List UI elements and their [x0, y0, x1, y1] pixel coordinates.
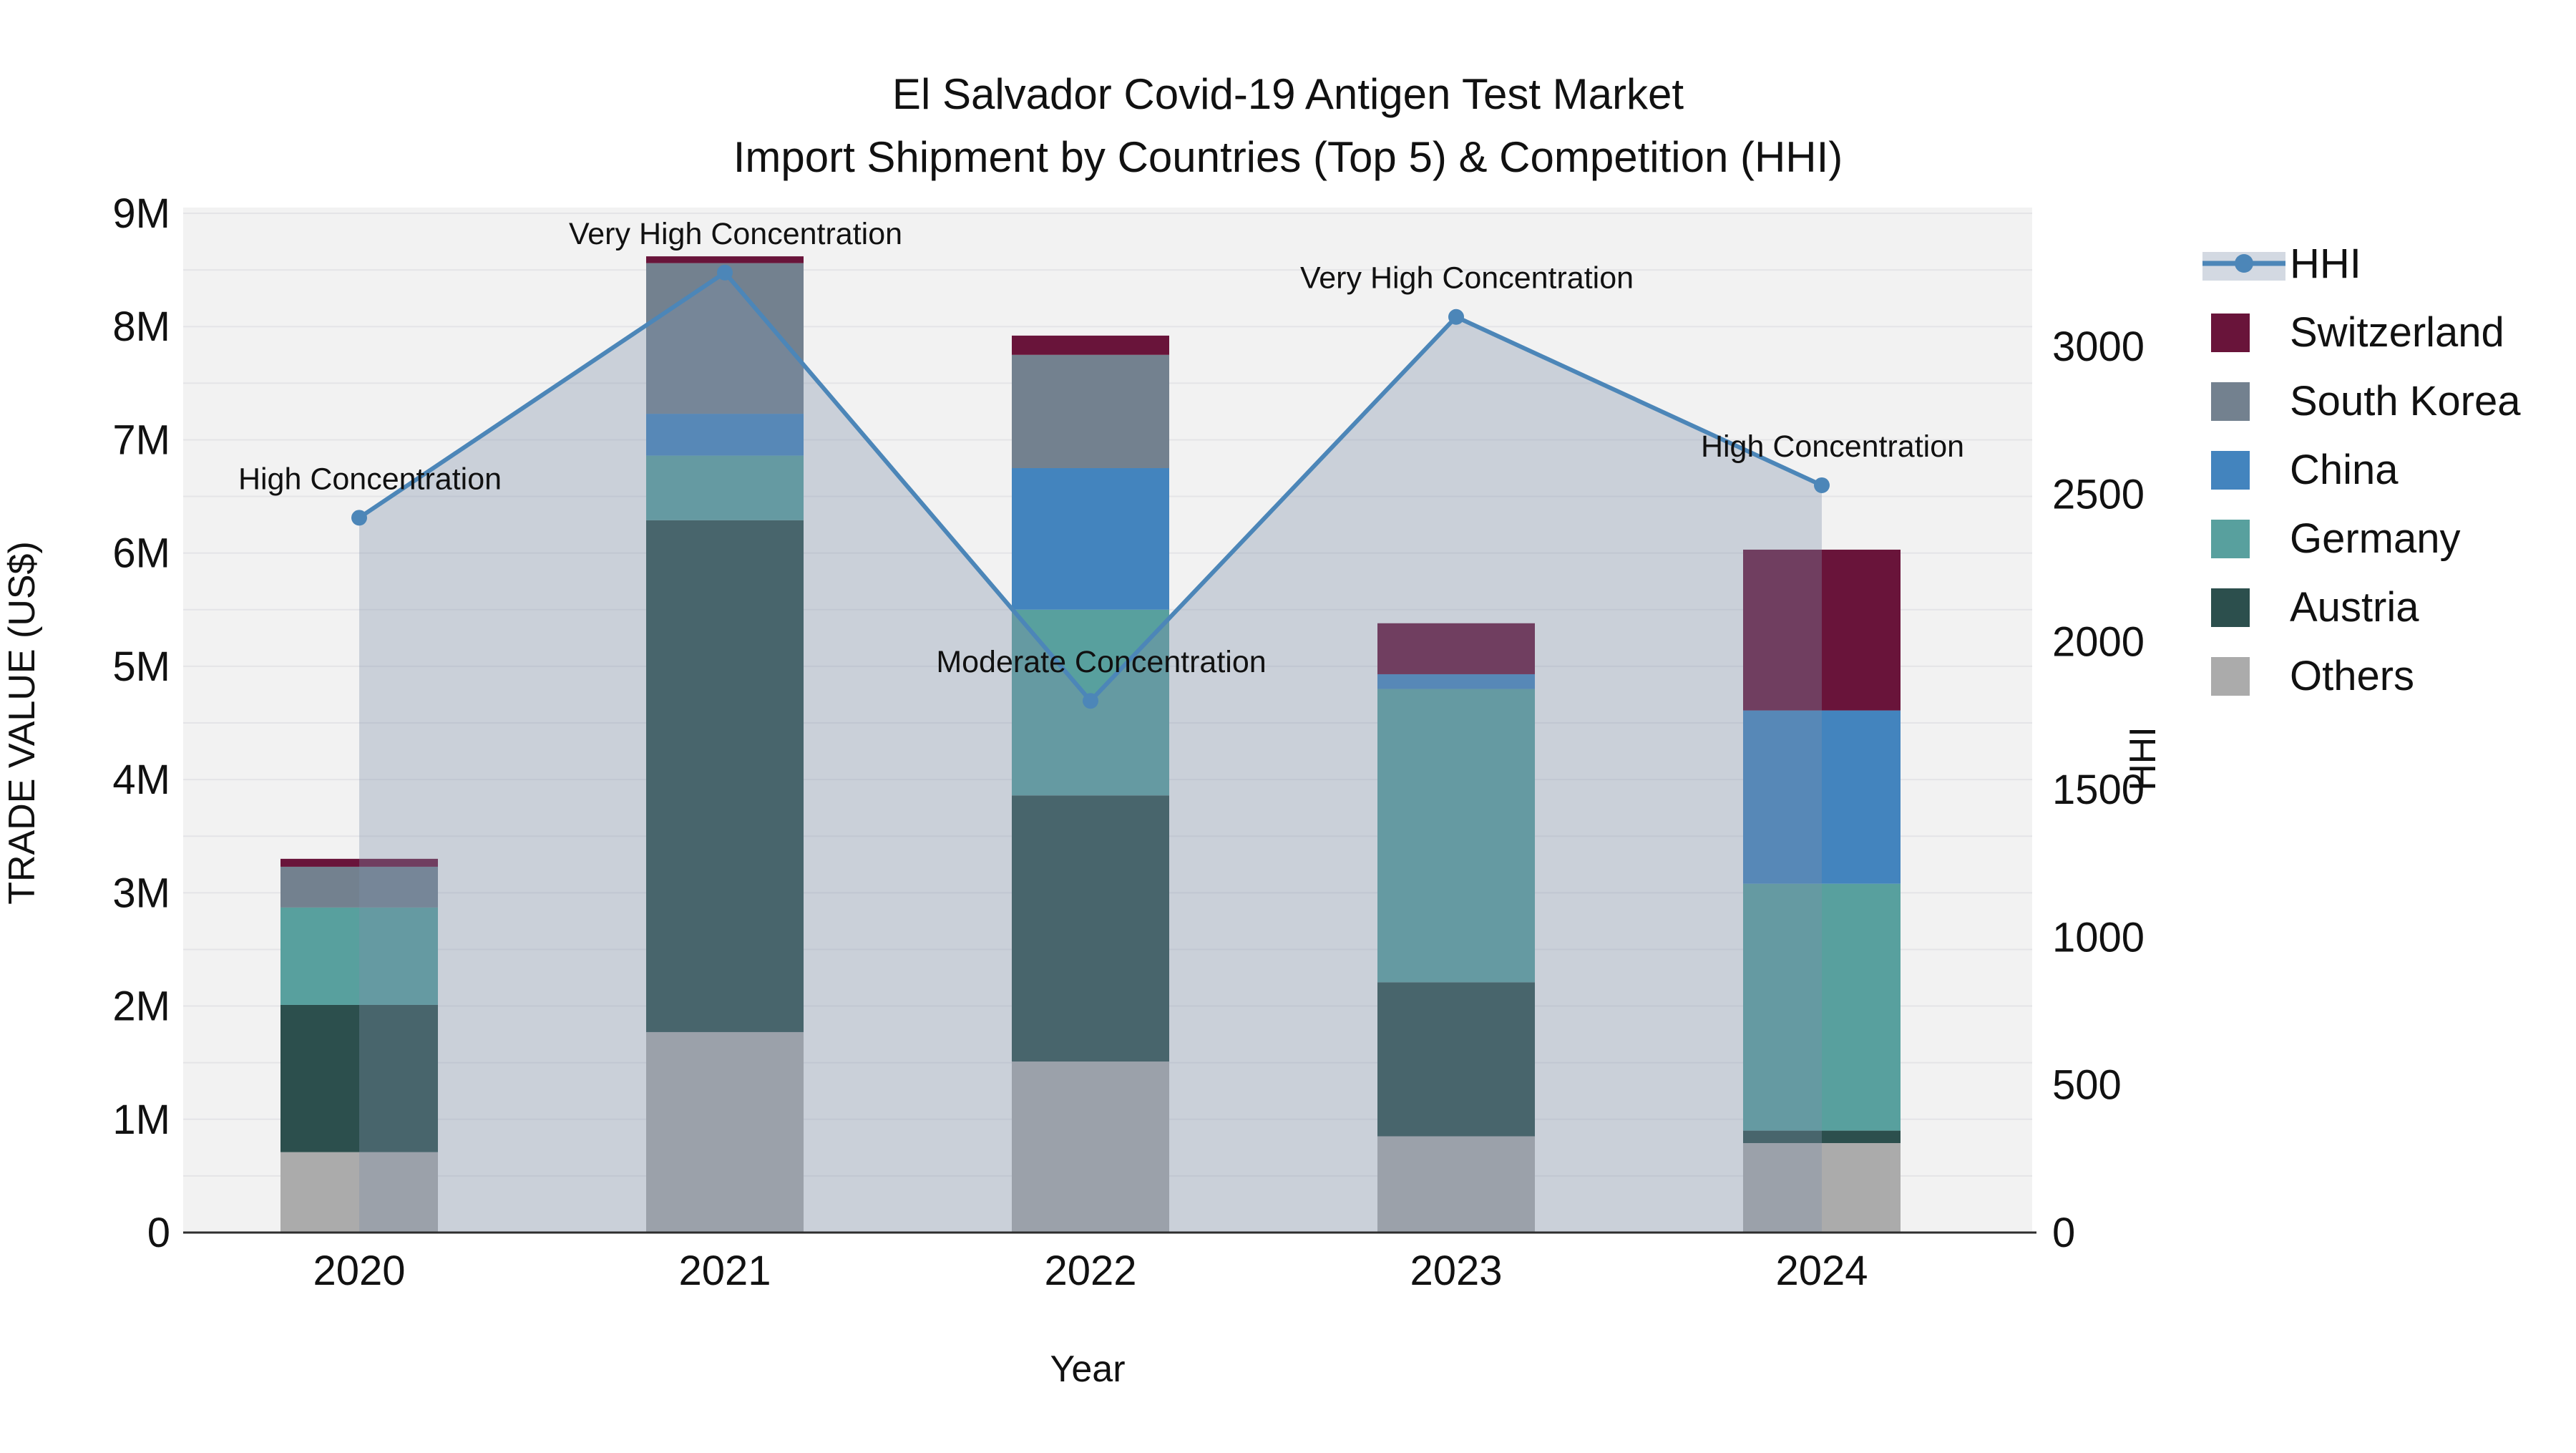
legend-label-others: Others — [2290, 653, 2414, 699]
bar-segment-germany-2020 — [280, 907, 438, 1005]
right-tick-0: 0 — [2052, 1210, 2075, 1256]
x-tick-2022: 2022 — [1044, 1248, 1136, 1294]
bar-segment-germany-2023 — [1377, 689, 1535, 983]
hhi-marker-2023 — [1448, 308, 1464, 325]
right-tick-2500: 2500 — [2052, 471, 2145, 517]
right-tick-1500: 1500 — [2052, 767, 2145, 813]
bar-segment-germany-2024 — [1743, 883, 1901, 1131]
legend-swatch-germany — [2211, 520, 2250, 558]
x-tick-2023: 2023 — [1410, 1248, 1502, 1294]
legend-item-germany: Germany — [2211, 515, 2461, 562]
left-axis-title: TRADE VALUE (US$) — [1, 541, 43, 905]
bar-segment-others-2024 — [1743, 1143, 1901, 1233]
bar-segment-south-korea-2020 — [280, 866, 438, 908]
bar-segment-switzerland-2020 — [280, 858, 438, 867]
legend-label-germany: Germany — [2290, 515, 2461, 562]
right-tick-3000: 3000 — [2052, 324, 2145, 370]
bar-segment-south-korea-2022 — [1012, 354, 1169, 468]
left-tick-1M: 1M — [112, 1097, 170, 1143]
legend-label-austria: Austria — [2290, 584, 2419, 631]
bar-segment-austria-2021 — [646, 520, 804, 1032]
bar-segment-switzerland-2024 — [1743, 549, 1901, 711]
chart-title-line1: El Salvador Covid-19 Antigen Test Market — [892, 70, 1684, 118]
right-tick-500: 500 — [2052, 1062, 2122, 1109]
legend-label-switzerland: Switzerland — [2290, 309, 2504, 356]
bar-segment-china-2021 — [646, 414, 804, 456]
chart-title-line2: Import Shipment by Countries (Top 5) & C… — [733, 133, 1843, 181]
bar-segment-austria-2023 — [1377, 982, 1535, 1137]
legend-item-austria: Austria — [2211, 584, 2419, 631]
right-tick-2000: 2000 — [2052, 619, 2145, 666]
left-tick-8M: 8M — [112, 303, 170, 350]
right-axis-ticks: 0 500 1000 1500 2000 2500 3000 — [2052, 324, 2145, 1256]
legend-swatch-austria — [2211, 588, 2250, 627]
legend-swatch-south-korea — [2211, 382, 2250, 421]
bar-segment-others-2020 — [280, 1152, 438, 1233]
bar-segment-austria-2022 — [1012, 795, 1169, 1062]
left-tick-9M: 9M — [112, 190, 170, 237]
bar-segment-germany-2021 — [646, 455, 804, 520]
annotation-2020: High Concentration — [238, 462, 502, 496]
legend-item-china: China — [2211, 447, 2399, 493]
legend-label-china: China — [2290, 447, 2399, 493]
hhi-marker-2022 — [1083, 693, 1098, 709]
annotation-2023: Very High Concentration — [1300, 261, 1634, 296]
legend-swatch-others — [2211, 657, 2250, 696]
hhi-marker-2021 — [717, 264, 733, 281]
bar-segment-switzerland-2021 — [646, 256, 804, 263]
left-axis-ticks: 0 1M 2M 3M 4M 5M 6M 7M 8M 9M — [112, 190, 170, 1256]
x-tick-2021: 2021 — [678, 1248, 771, 1294]
annotation-2022: Moderate Concentration — [936, 645, 1266, 679]
legend-item-hhi: HHI — [2202, 240, 2361, 287]
stacked-bars-group — [280, 256, 1901, 1233]
x-tick-2024: 2024 — [1775, 1248, 1868, 1294]
legend-label-hhi: HHI — [2290, 240, 2361, 287]
legend-label-south-korea: South Korea — [2290, 378, 2521, 424]
bar-segment-china-2024 — [1743, 710, 1901, 884]
legend-hhi-marker-sample — [2235, 254, 2253, 273]
legend-swatch-switzerland — [2211, 314, 2250, 352]
right-axis-title: HHI — [2122, 726, 2164, 791]
bar-segment-switzerland-2022 — [1012, 335, 1169, 355]
bar-segment-austria-2020 — [280, 1004, 438, 1152]
left-tick-2M: 2M — [112, 983, 170, 1030]
bar-segment-others-2022 — [1012, 1061, 1169, 1233]
right-tick-1000: 1000 — [2052, 914, 2145, 961]
bar-segment-china-2023 — [1377, 674, 1535, 689]
bar-segment-others-2023 — [1377, 1136, 1535, 1233]
left-tick-7M: 7M — [112, 417, 170, 463]
legend-item-switzerland: Switzerland — [2211, 309, 2504, 356]
hhi-area-fill — [359, 272, 1822, 1233]
legend: HHI Switzerland South Korea China Germany Aus… — [2202, 240, 2521, 699]
left-tick-0: 0 — [147, 1210, 170, 1256]
legend-swatch-china — [2211, 451, 2250, 490]
x-axis-title: Year — [1050, 1348, 1125, 1390]
annotations-group: High Concentration Very High Concentratio… — [238, 217, 1964, 679]
legend-item-south-korea: South Korea — [2211, 378, 2521, 424]
bar-segment-switzerland-2023 — [1377, 623, 1535, 674]
left-tick-3M: 3M — [112, 870, 170, 916]
bar-segment-south-korea-2021 — [646, 263, 804, 414]
x-axis-ticks: 2020 2021 2022 2023 2024 — [313, 1248, 1868, 1294]
left-tick-4M: 4M — [112, 757, 170, 803]
bar-segment-austria-2024 — [1743, 1130, 1901, 1144]
x-tick-2020: 2020 — [313, 1248, 405, 1294]
left-tick-5M: 5M — [112, 643, 170, 690]
hhi-marker-2024 — [1814, 477, 1830, 493]
bar-segment-china-2022 — [1012, 468, 1169, 610]
legend-item-others: Others — [2211, 653, 2414, 699]
annotation-2024: High Concentration — [1701, 429, 1964, 464]
hhi-line-group — [351, 264, 1830, 1233]
annotation-2021: Very High Concentration — [569, 217, 902, 251]
hhi-marker-2020 — [351, 510, 367, 526]
left-tick-6M: 6M — [112, 530, 170, 577]
bar-segment-others-2021 — [646, 1031, 804, 1233]
